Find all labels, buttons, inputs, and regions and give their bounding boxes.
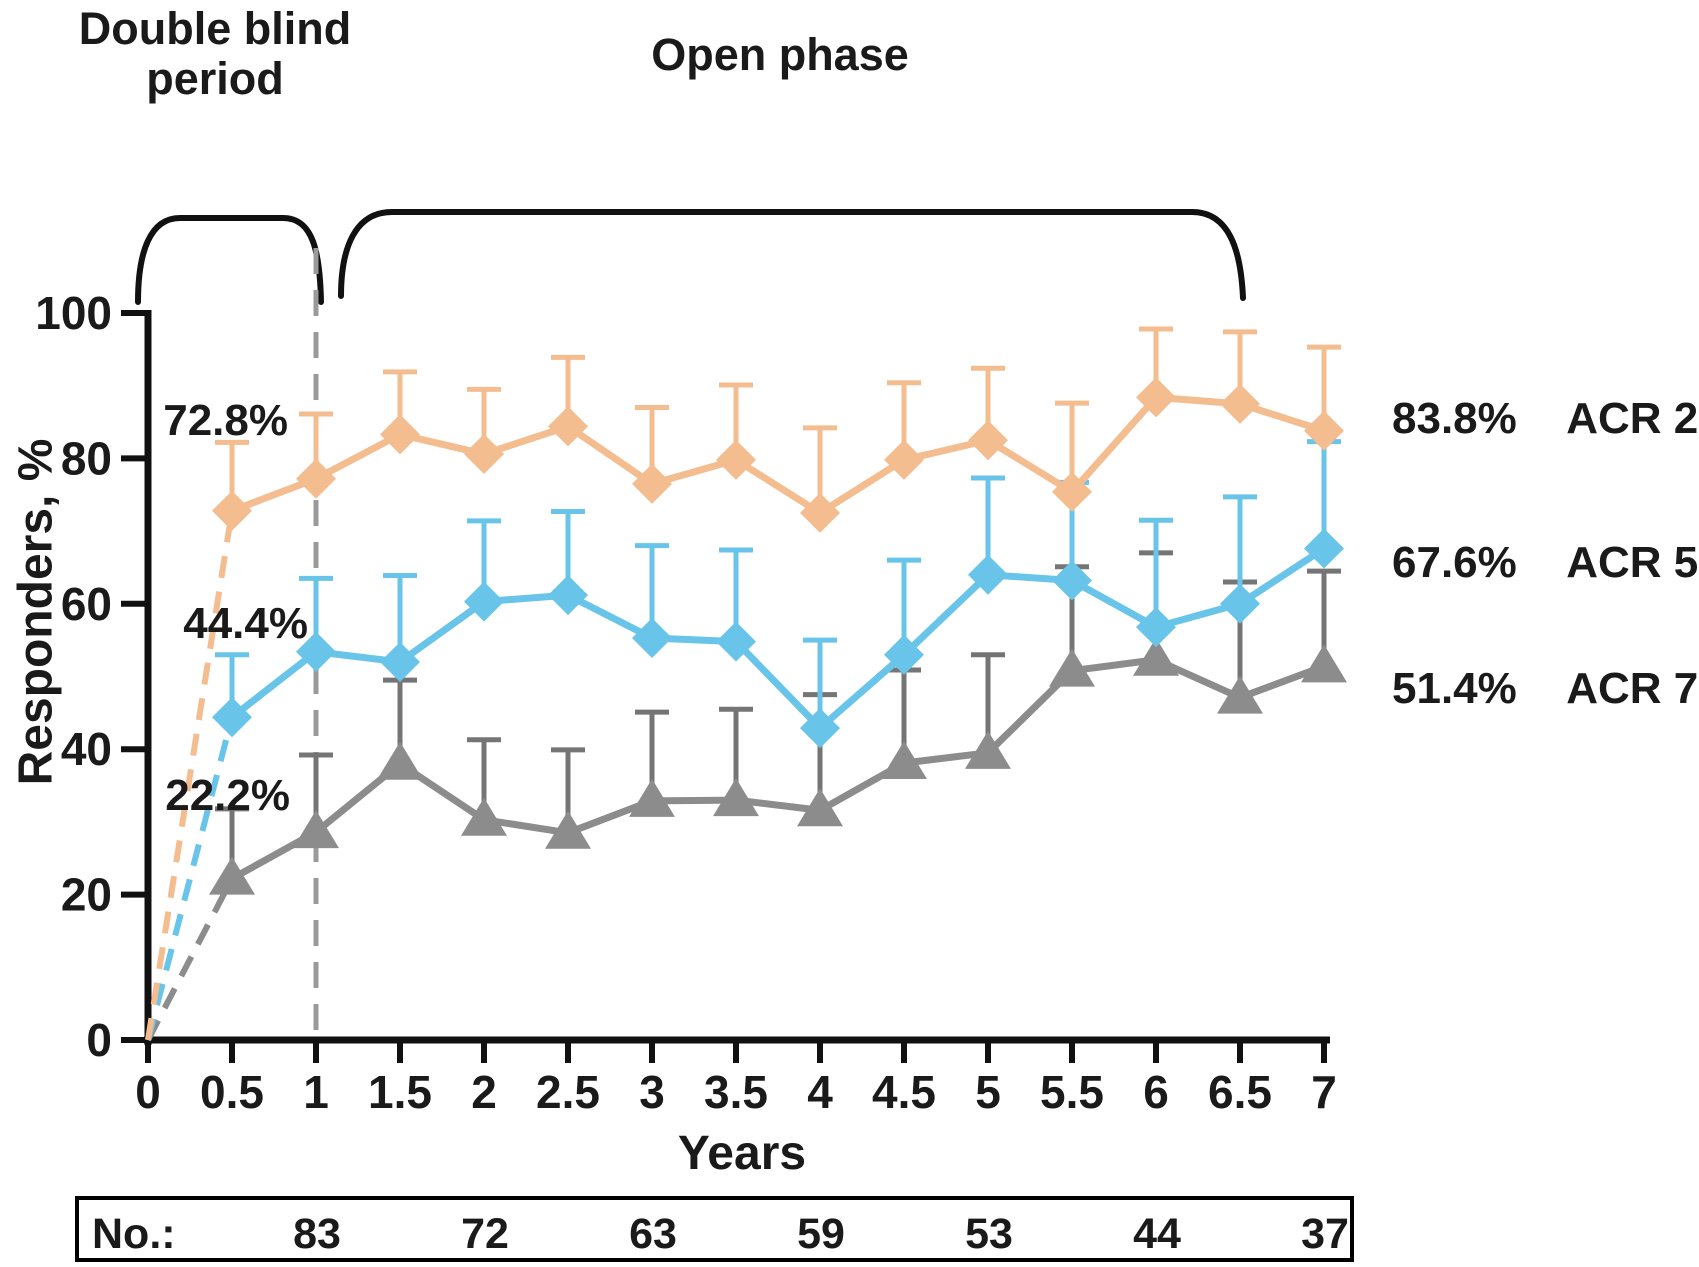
double-blind-bracket bbox=[135, 215, 324, 305]
diamond-marker-acr50 bbox=[968, 554, 1008, 595]
patient-count-year7: 37 bbox=[1301, 1210, 1349, 1258]
x-tick-label: 6 bbox=[1143, 1066, 1169, 1118]
diamond-marker-acr20 bbox=[1052, 471, 1092, 512]
patient-count-year3: 63 bbox=[629, 1210, 677, 1258]
triangle-marker-acr70 bbox=[293, 810, 339, 849]
patient-count-year2: 72 bbox=[461, 1210, 509, 1258]
triangle-marker-acr70 bbox=[881, 741, 927, 780]
x-tick-label: 0.5 bbox=[200, 1066, 264, 1118]
y-axis-title: Responders, % bbox=[9, 438, 63, 786]
patient-count-year1: 83 bbox=[293, 1210, 341, 1258]
diamond-marker-acr20 bbox=[212, 490, 252, 531]
double-blind-period-label: Double blind period bbox=[78, 3, 352, 104]
diamond-marker-acr50 bbox=[1136, 607, 1176, 648]
x-tick-label: 2 bbox=[471, 1066, 497, 1118]
diamond-marker-acr50 bbox=[632, 617, 672, 658]
x-tick-label: 6.5 bbox=[1208, 1066, 1272, 1118]
triangle-marker-acr70 bbox=[797, 788, 843, 827]
legend-acr70-name: ACR 70 bbox=[1566, 664, 1699, 713]
y-tick-label: 80 bbox=[61, 432, 112, 484]
diamond-marker-acr20 bbox=[1220, 383, 1260, 424]
open-phase-label: Open phase bbox=[651, 29, 909, 80]
triangle-marker-acr70 bbox=[209, 856, 255, 895]
triangle-marker-acr70 bbox=[1133, 637, 1179, 676]
legend-acr70: 51.4% ACR 70 bbox=[1392, 664, 1699, 714]
x-tick-label: 3 bbox=[639, 1066, 665, 1118]
annotation-acr20-week26: 72.8% bbox=[163, 396, 288, 445]
diamond-marker-acr20 bbox=[464, 434, 504, 475]
diamond-marker-acr20 bbox=[800, 492, 840, 533]
legend-acr50-name: ACR 50 bbox=[1566, 538, 1699, 587]
x-tick-label: 5.5 bbox=[1040, 1066, 1104, 1118]
triangle-marker-acr70 bbox=[377, 741, 423, 780]
x-tick-label: 0 bbox=[135, 1066, 161, 1118]
triangle-marker-acr70 bbox=[1301, 644, 1347, 683]
y-tick-label: 20 bbox=[61, 869, 112, 921]
diamond-marker-acr50 bbox=[1052, 560, 1092, 601]
triangle-marker-acr70 bbox=[965, 730, 1011, 769]
y-tick-label: 0 bbox=[86, 1014, 112, 1066]
diamond-marker-acr50 bbox=[464, 581, 504, 622]
diamond-marker-acr50 bbox=[1304, 528, 1344, 569]
diamond-marker-acr50 bbox=[380, 641, 420, 682]
diamond-marker-acr50 bbox=[296, 631, 336, 672]
legend-acr70-final-value: 51.4% bbox=[1392, 664, 1517, 713]
y-tick-label: 100 bbox=[35, 287, 112, 339]
triangle-marker-acr70 bbox=[461, 797, 507, 836]
diamond-marker-acr20 bbox=[632, 463, 672, 504]
legend-acr50: 67.6% ACR 50 bbox=[1392, 538, 1699, 588]
annotation-acr70-week26: 22.2% bbox=[165, 771, 290, 820]
legend-acr20-final-value: 83.8% bbox=[1392, 394, 1517, 443]
legend-acr20-name: ACR 20 bbox=[1566, 394, 1699, 443]
diamond-marker-acr20 bbox=[968, 420, 1008, 461]
x-tick-label: 2.5 bbox=[536, 1066, 600, 1118]
series-line-acr20 bbox=[230, 393, 1326, 517]
diamond-marker-acr20 bbox=[716, 439, 756, 480]
annotation-acr50-week26: 44.4% bbox=[183, 599, 308, 648]
diamond-marker-acr20 bbox=[380, 414, 420, 455]
y-tick-label: 40 bbox=[61, 723, 112, 775]
diamond-marker-acr20 bbox=[296, 458, 336, 499]
x-axis-title: Years bbox=[677, 1127, 807, 1180]
y-tick-label: 60 bbox=[61, 578, 112, 630]
triangle-marker-acr70 bbox=[545, 810, 591, 849]
diamond-marker-acr50 bbox=[884, 634, 924, 675]
diamond-marker-acr50 bbox=[716, 621, 756, 662]
series-origin-dash-acr20 bbox=[145, 510, 235, 1041]
diamond-marker-acr50 bbox=[548, 575, 588, 616]
triangle-marker-acr70 bbox=[1049, 648, 1095, 687]
open-phase-bracket bbox=[338, 209, 1246, 301]
patient-count-year6: 44 bbox=[1133, 1210, 1181, 1258]
patient-counts-row-label: No.: bbox=[92, 1210, 176, 1258]
series-origin-dash-acr50 bbox=[145, 716, 235, 1041]
diamond-marker-acr20 bbox=[548, 406, 588, 447]
series-origin-dash-acr70 bbox=[145, 877, 235, 1042]
patient-count-year5: 53 bbox=[965, 1210, 1013, 1258]
diamond-marker-acr50 bbox=[212, 697, 252, 738]
x-tick-label: 3.5 bbox=[704, 1066, 768, 1118]
triangle-marker-acr70 bbox=[629, 778, 675, 817]
legend-acr50-final-value: 67.6% bbox=[1392, 538, 1517, 587]
series-line-acr50 bbox=[229, 545, 1326, 732]
x-tick-label: 4 bbox=[807, 1066, 833, 1118]
x-tick-label: 1 bbox=[303, 1066, 329, 1118]
diamond-marker-acr20 bbox=[1136, 377, 1176, 418]
x-tick-label: 7 bbox=[1311, 1066, 1337, 1118]
diamond-marker-acr20 bbox=[1304, 410, 1344, 451]
patient-counts-table bbox=[75, 1196, 1354, 1262]
triangle-marker-acr70 bbox=[1217, 675, 1263, 714]
x-tick-label: 5 bbox=[975, 1066, 1001, 1118]
patient-count-year4: 59 bbox=[797, 1210, 845, 1258]
diamond-marker-acr50 bbox=[800, 708, 840, 749]
diamond-marker-acr20 bbox=[884, 439, 924, 480]
diamond-marker-acr50 bbox=[1220, 583, 1260, 624]
triangle-marker-acr70 bbox=[713, 778, 759, 817]
legend-acr20: 83.8% ACR 20 bbox=[1392, 394, 1699, 444]
x-tick-label: 1.5 bbox=[368, 1066, 432, 1118]
x-tick-label: 4.5 bbox=[872, 1066, 936, 1118]
